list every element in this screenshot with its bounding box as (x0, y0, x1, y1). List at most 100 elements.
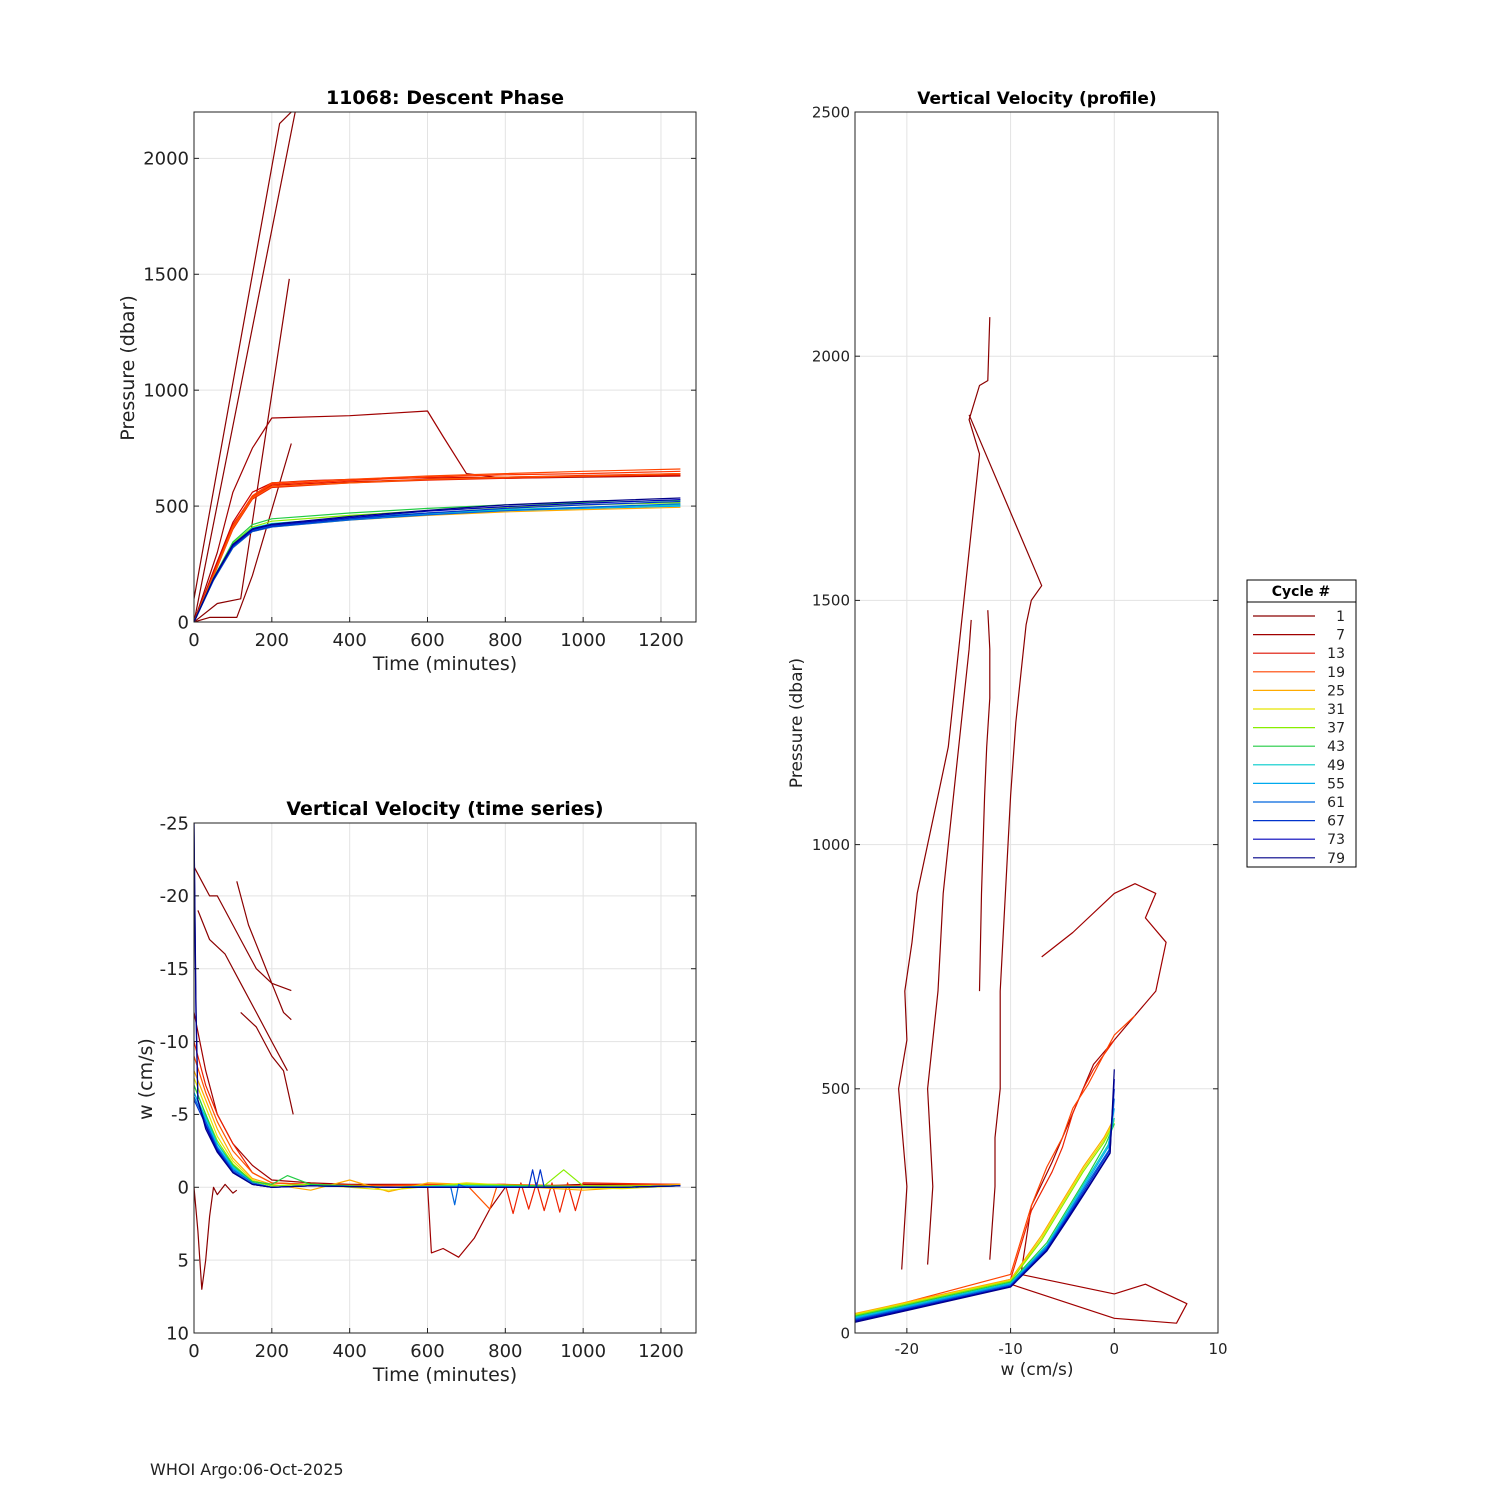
series-line-cycle-1 (897, 317, 991, 1270)
series-line-cycle-55 (194, 505, 681, 622)
series-line-cycle-61 (194, 503, 681, 622)
x-tick-label: 600 (410, 1341, 444, 1362)
series-line-cycle-1 (968, 414, 1043, 1260)
legend-label: 67 (1327, 814, 1345, 830)
y-tick-label: -25 (160, 813, 189, 834)
x-tick-label: 1200 (638, 630, 684, 651)
axes-box (854, 111, 1219, 1334)
legend-label: 73 (1327, 832, 1345, 848)
velocity-profile-ylabel: Pressure (dbar) (787, 658, 807, 788)
legend-label: 19 (1327, 665, 1345, 681)
y-tick-label: 1500 (143, 265, 189, 286)
series-line-cycle-25 (855, 1117, 1115, 1315)
y-tick-label: 0 (178, 612, 189, 633)
series-line-cycle-13 (194, 474, 681, 622)
x-tick-label: -20 (895, 1340, 920, 1358)
series-group (194, 823, 681, 1290)
series-line-cycle-37 (194, 1085, 681, 1188)
velocity-time-ylabel: w (cm/s) (135, 1038, 157, 1120)
y-tick-label: 1000 (143, 380, 189, 401)
x-tick-label: 600 (410, 630, 444, 651)
series-line-cycle-19 (194, 468, 681, 622)
series-line-cycle-19 (855, 1015, 1136, 1317)
y-tick-label: -20 (160, 886, 189, 907)
descent-phase-chart: 11068: Descent Phase Time (minutes) Pres… (117, 87, 697, 675)
series-line-cycle-25 (194, 1070, 681, 1193)
series-line-cycle-37 (855, 1122, 1115, 1316)
legend-label: 43 (1327, 739, 1345, 755)
x-tick-label: 200 (255, 1341, 289, 1362)
x-tick-label: 0 (188, 630, 199, 651)
legend-label: 13 (1327, 646, 1345, 662)
series-line-cycle-19 (194, 470, 681, 622)
series-group (194, 112, 681, 622)
x-tick-label: 0 (1110, 1340, 1120, 1358)
series-line-cycle-67 (194, 1099, 681, 1188)
legend-title: Cycle # (1272, 584, 1331, 600)
series-line-cycle-1 (240, 1011, 294, 1115)
x-tick-label: 1000 (560, 630, 606, 651)
x-tick-label: 1000 (560, 1341, 606, 1362)
legend-label: 79 (1327, 851, 1345, 867)
x-tick-label: 400 (332, 630, 366, 651)
series-line-cycle-13 (194, 1041, 681, 1215)
series-line-cycle-1 (978, 610, 991, 992)
series-line-cycle-1 (194, 278, 290, 622)
descent-xlabel: Time (minutes) (372, 653, 517, 675)
legend-label: 31 (1327, 702, 1345, 718)
series-line-cycle-43 (855, 1123, 1115, 1317)
series-line-cycle-13 (194, 473, 681, 622)
x-tick-label: 400 (332, 1341, 366, 1362)
velocity-profile-title: Vertical Velocity (profile) (917, 89, 1156, 109)
series-line-cycle-55 (194, 1092, 681, 1188)
velocity-time-title: Vertical Velocity (time series) (286, 798, 603, 820)
series-line-cycle-31 (194, 1077, 681, 1191)
velocity-time-series-chart: Vertical Velocity (time series) Time (mi… (135, 798, 697, 1386)
series-line-cycle-79 (194, 823, 681, 1188)
series-line-cycle-55 (855, 1108, 1115, 1319)
y-tick-label: -10 (160, 1032, 189, 1053)
y-tick-label: -5 (171, 1105, 189, 1126)
legend-label: 61 (1327, 795, 1345, 811)
y-tick-label: 2000 (812, 347, 850, 365)
series-line-cycle-1 (197, 910, 288, 1071)
x-tick-label: 10 (1208, 1340, 1227, 1358)
series-line-cycle-1 (236, 881, 292, 1021)
velocity-profile-chart: Vertical Velocity (profile) w (cm/s) Pre… (787, 89, 1228, 1380)
series-line-cycle-73 (194, 823, 681, 1188)
series-line-cycle-1 (194, 1183, 238, 1290)
cycle-legend: Cycle # 1 7 13 19 25 31 37 43 49 55 61 67 73 79 (1246, 579, 1357, 868)
velocity-time-xlabel: Time (minutes) (372, 1364, 517, 1386)
series-line-cycle-73 (194, 499, 681, 622)
y-tick-label: 2500 (812, 103, 850, 121)
descent-title: 11068: Descent Phase (326, 87, 564, 109)
series-line-cycle-7 (194, 474, 681, 622)
y-tick-label: 1500 (812, 592, 850, 610)
series-line-cycle-1 (194, 866, 292, 992)
series-line-cycle-19 (194, 473, 681, 622)
y-tick-label: 0 (178, 1178, 189, 1199)
series-line-cycle-79 (855, 1069, 1115, 1323)
series-line-cycle-49 (194, 1092, 681, 1188)
legend-label: 7 (1336, 628, 1345, 644)
footer-stamp: WHOI Argo:06-Oct-2025 (150, 1460, 344, 1479)
velocity-profile-xlabel: w (cm/s) (1000, 1360, 1073, 1380)
series-line-cycle-7 (855, 883, 1188, 1324)
series-line-cycle-1 (194, 112, 296, 622)
y-tick-label: -15 (160, 959, 189, 980)
series-line-cycle-1 (194, 443, 292, 622)
series-line-cycle-19 (194, 1055, 681, 1210)
x-tick-label: 800 (488, 630, 522, 651)
y-tick-label: 5 (178, 1250, 189, 1271)
descent-ylabel: Pressure (dbar) (117, 295, 139, 441)
series-line-cycle-43 (194, 1085, 681, 1188)
legend-label: 49 (1327, 758, 1345, 774)
legend-box (1246, 579, 1357, 868)
legend-label: 55 (1327, 776, 1345, 792)
y-tick-label: 10 (166, 1323, 189, 1344)
y-tick-label: 1000 (812, 836, 850, 854)
legend-label: 37 (1327, 721, 1345, 737)
legend-label: 25 (1327, 683, 1345, 699)
series-line-cycle-1 (194, 112, 292, 599)
